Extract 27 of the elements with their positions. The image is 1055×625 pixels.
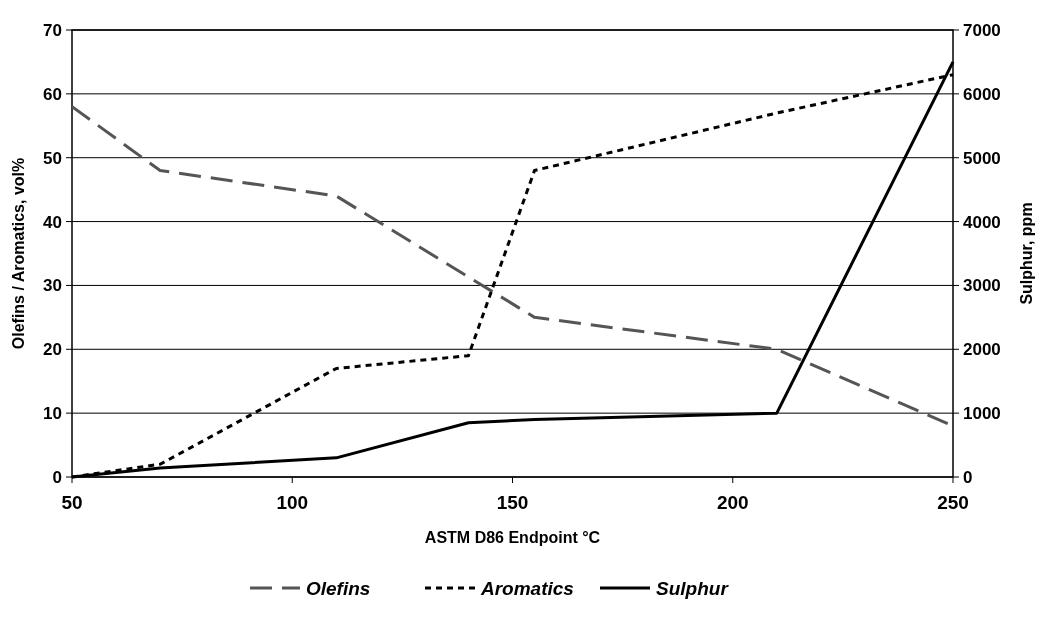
x-tick-label: 200: [716, 492, 749, 513]
x-tick-label: 250: [937, 492, 969, 513]
y2-tick-label: 5000: [963, 148, 1001, 168]
y-axis-title: Olefins / Aromatics, vol%: [10, 157, 27, 350]
y2-tick-label: 1000: [963, 404, 1001, 424]
y-tick-label: 0: [52, 468, 62, 487]
y-tick-label: 40: [43, 212, 62, 232]
y2-tick-label: 0: [963, 468, 973, 487]
x-axis-title: ASTM D86 Endpoint °C: [424, 529, 601, 546]
y-tick-label: 70: [43, 21, 62, 40]
y2-tick-label: 3000: [963, 276, 1001, 296]
x-tick-label: 50: [61, 492, 83, 513]
y2-axis-title: Sulphur, ppm: [1018, 202, 1035, 305]
y-tick-label: 50: [43, 148, 62, 168]
x-tick-label: 100: [276, 492, 309, 513]
legend-label: Aromatics: [480, 578, 574, 599]
y-tick-label: 20: [43, 340, 62, 360]
y2-tick-label: 6000: [963, 84, 1001, 104]
y-tick-label: 30: [43, 276, 62, 296]
legend-label: Olefins: [306, 578, 371, 599]
y2-tick-label: 7000: [963, 21, 1001, 40]
x-tick-label: 150: [496, 492, 529, 513]
legend-label: Sulphur: [656, 578, 730, 599]
y-tick-label: 60: [43, 84, 62, 104]
y2-tick-label: 4000: [963, 212, 1001, 232]
y-tick-label: 10: [43, 404, 62, 424]
y2-tick-label: 2000: [963, 340, 1001, 360]
